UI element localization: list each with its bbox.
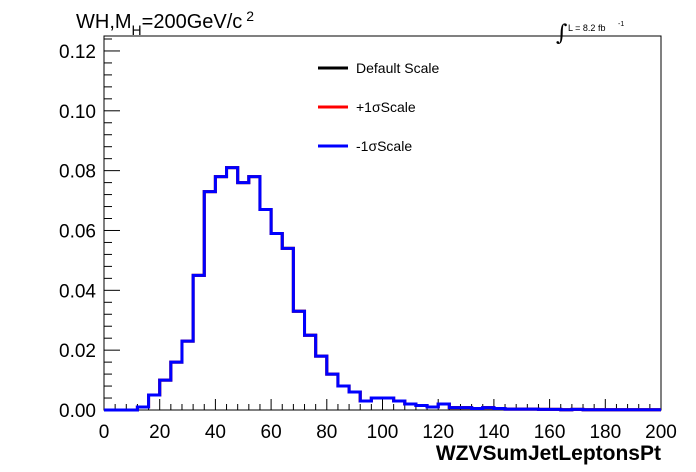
series-line-3 <box>104 166 661 412</box>
y-tick-label: 0.04 <box>59 281 96 302</box>
y-tick-label: 0.02 <box>59 341 96 362</box>
plot-frame <box>103 35 662 411</box>
series-layer <box>104 166 661 412</box>
x-tick-label: 80 <box>316 422 337 443</box>
legend-label: -1σScale <box>356 138 412 154</box>
x-tick-label: 140 <box>478 422 510 443</box>
x-tick-label: 120 <box>422 422 454 443</box>
y-tick-label: 0.06 <box>59 221 96 242</box>
y-tick-label: 0.12 <box>59 42 96 63</box>
x-tick-label: 180 <box>589 422 621 443</box>
series-line-1 <box>104 166 661 412</box>
lumi-text: L = 8.2 fb <box>568 23 605 33</box>
x-tick-label: 200 <box>645 422 677 443</box>
chart-title: WH,MH=200GeV/c 2 <box>76 8 254 38</box>
legend-label: Default Scale <box>356 60 439 76</box>
luminosity-label: ∫ L = 8.2 fb -1 <box>556 21 624 46</box>
x-tick-label: 40 <box>205 422 226 443</box>
series-line-2 <box>104 166 661 412</box>
chart-title-main: WH,M <box>76 11 132 33</box>
y-tick-label: 0.08 <box>59 162 96 183</box>
chart-title-superscript: 2 <box>246 8 254 24</box>
y-tick-label: 0.00 <box>59 401 96 422</box>
y-axis: 0.00 0.02 0.04 0.06 0.08 0.10 0.12 <box>59 36 120 422</box>
integral-icon: ∫ <box>556 21 568 46</box>
x-tick-label: 160 <box>534 422 566 443</box>
legend-label: +1σScale <box>356 99 416 115</box>
chart-title-rest: =200GeV/c <box>142 11 243 33</box>
x-tick-label: 0 <box>99 422 110 443</box>
x-axis-label: WZVSumJetLeptonsPt <box>436 442 661 465</box>
legend: Default Scale +1σScale -1σScale <box>318 60 439 154</box>
x-tick-label: 20 <box>149 422 170 443</box>
x-tick-label: 100 <box>367 422 399 443</box>
lumi-superscript: -1 <box>618 21 624 28</box>
chart-title-subscript: H <box>132 22 142 38</box>
x-tick-label: 60 <box>261 422 282 443</box>
y-tick-label: 0.10 <box>59 102 96 123</box>
x-axis: 0 20 40 60 80 100 120 140 160 180 200 <box>99 399 677 443</box>
